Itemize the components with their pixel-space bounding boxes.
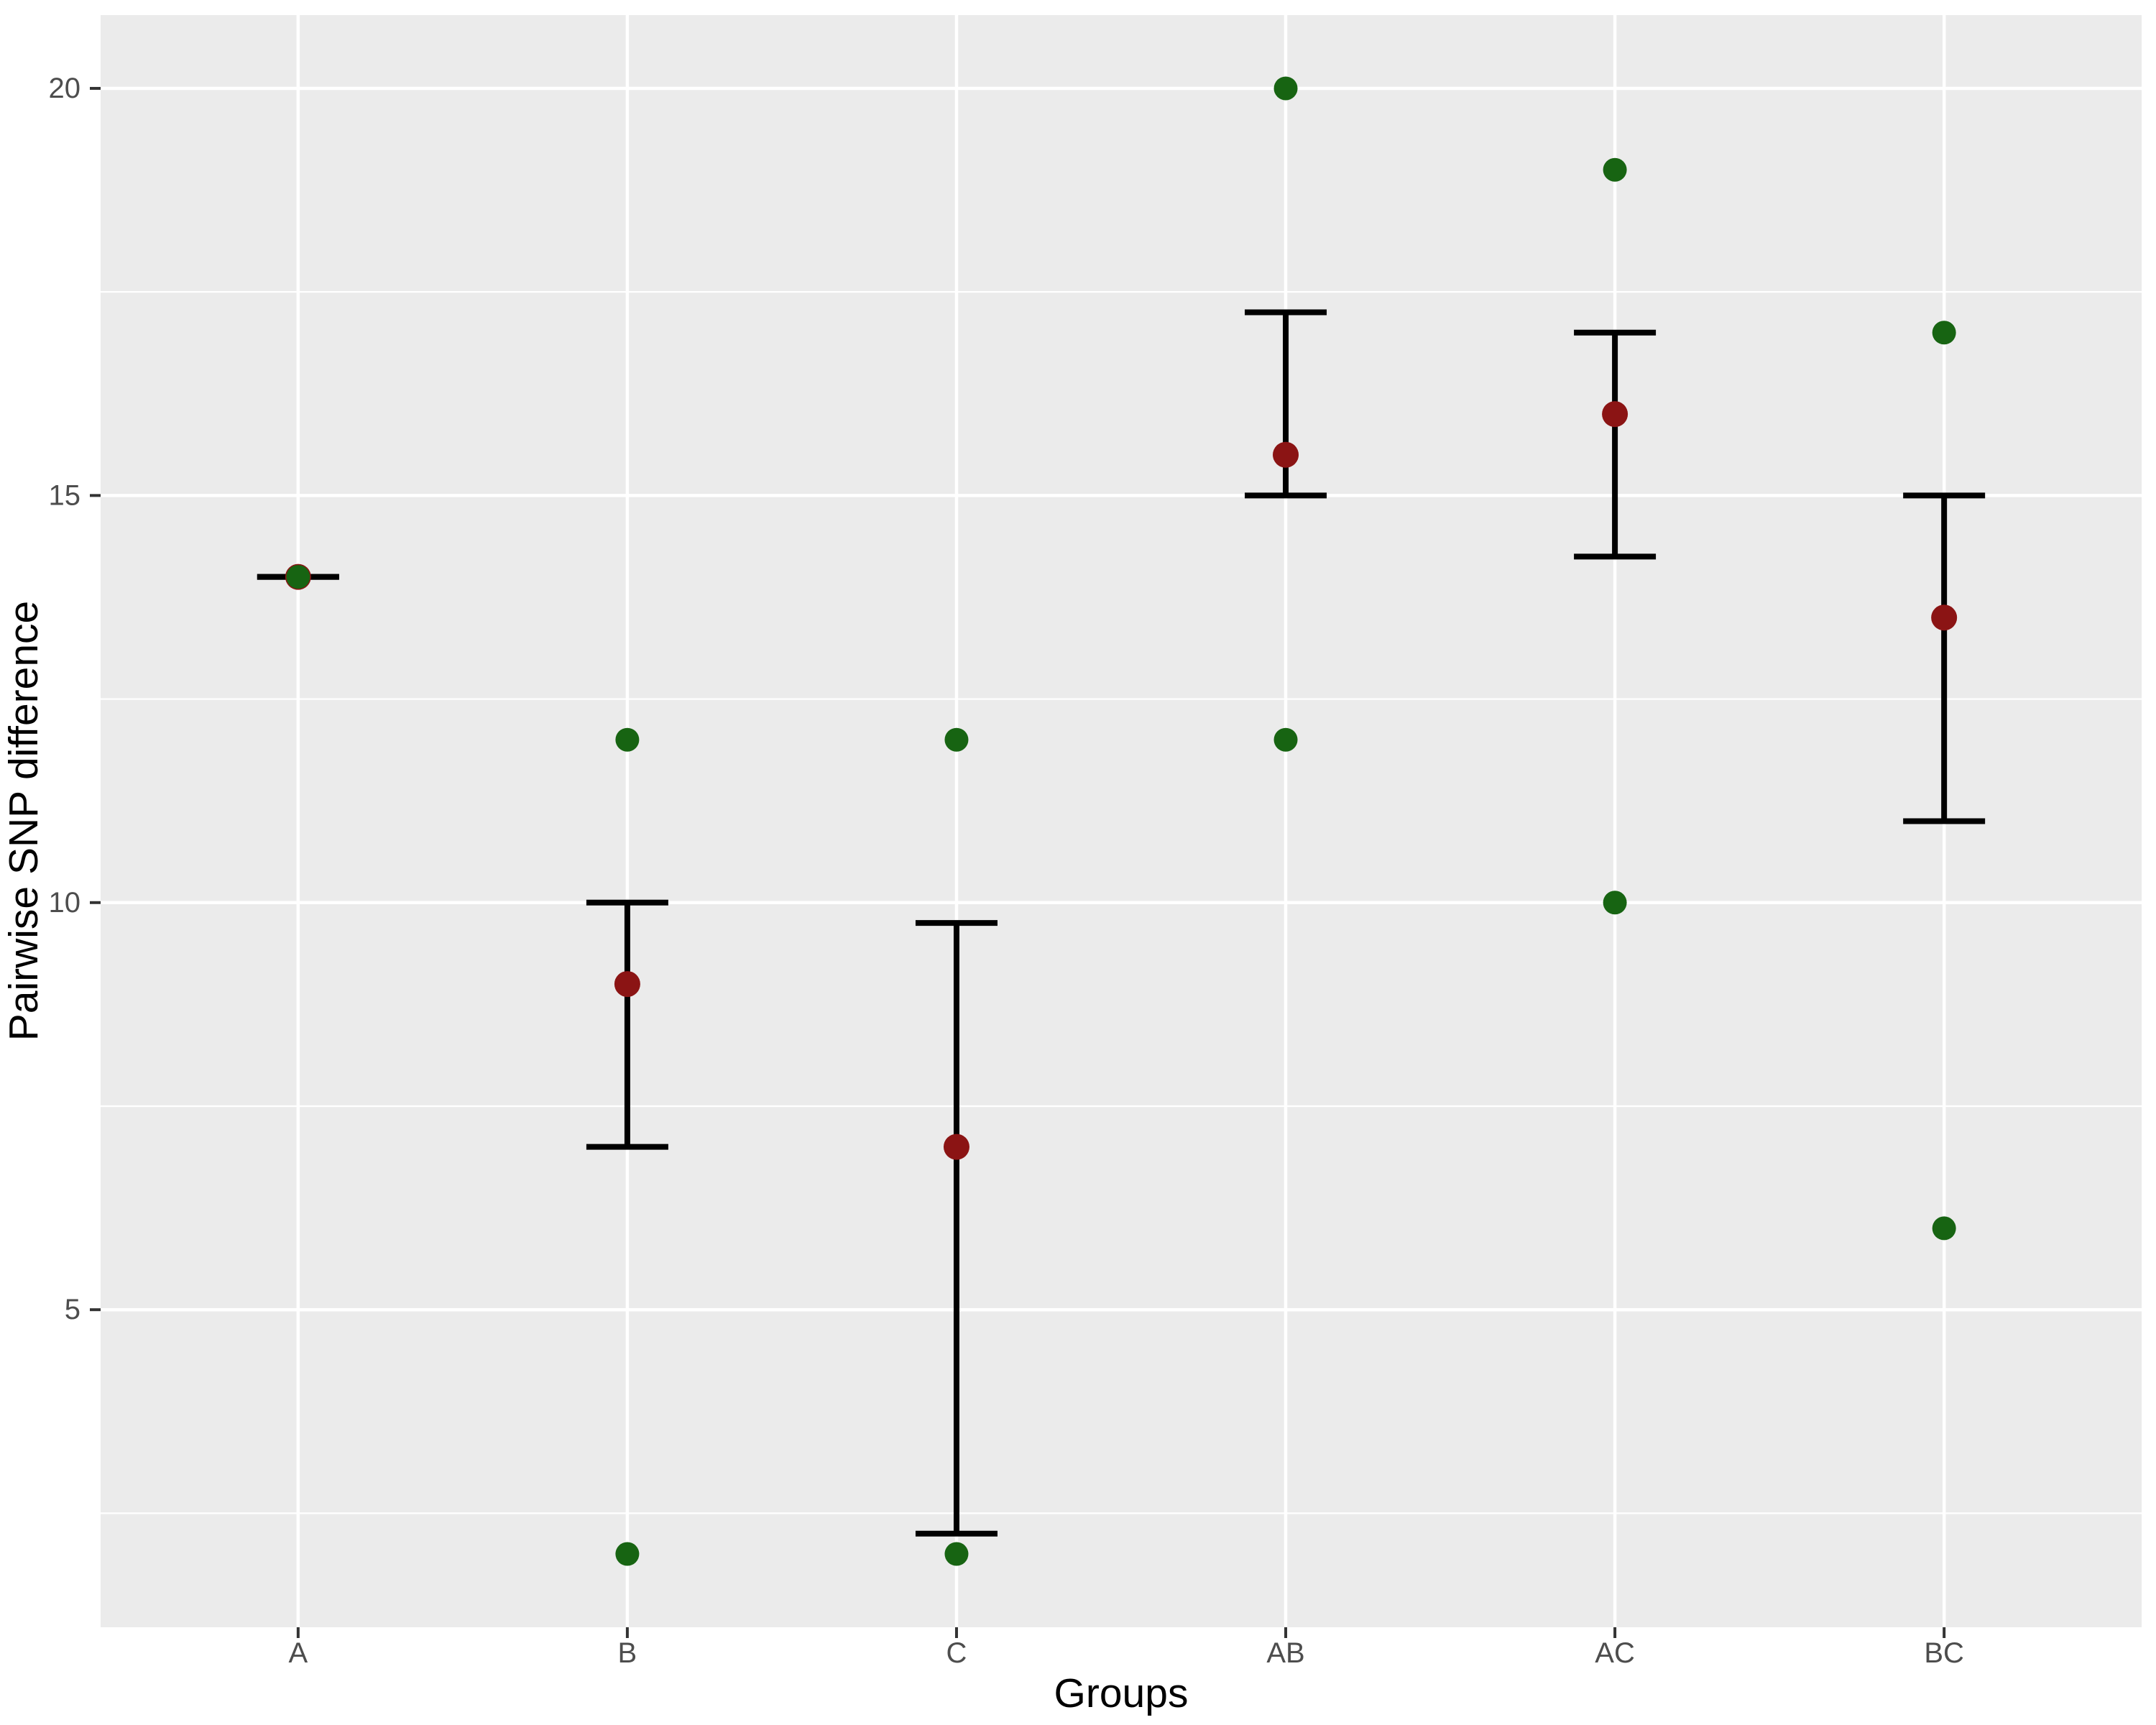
y-tick-label: 20 — [49, 73, 81, 104]
gridlines-minor — [101, 291, 2142, 1514]
data-point — [944, 727, 969, 752]
x-tick-label: A — [288, 1637, 308, 1669]
group-bc — [1903, 321, 1986, 1241]
axis-tick-marks — [90, 86, 1946, 1638]
mean-point — [1602, 401, 1628, 428]
data-point — [1932, 321, 1956, 345]
mean-point — [943, 1133, 969, 1160]
mean-point — [1273, 441, 1299, 468]
data-point — [944, 1542, 969, 1566]
y-tick-label: 5 — [65, 1294, 80, 1325]
data-point — [1932, 1216, 1956, 1241]
group-ac — [1574, 157, 1657, 915]
x-tick-label: AB — [1266, 1637, 1304, 1669]
data-point — [615, 727, 640, 752]
gridlines-major — [101, 86, 2142, 1312]
group-c — [915, 727, 998, 1566]
y-axis-title: Pairwise SNP difference — [1, 601, 47, 1041]
plot-panel-background — [101, 15, 2142, 1627]
y-tick-label: 10 — [49, 887, 81, 919]
x-tick-label: BC — [1924, 1637, 1964, 1669]
group-ab — [1245, 76, 1327, 752]
data-point — [1603, 157, 1627, 182]
data-point — [286, 565, 310, 589]
x-axis-title: Groups — [1054, 1670, 1189, 1716]
group-a — [257, 564, 339, 590]
x-tick-label: C — [946, 1637, 967, 1669]
mean-point — [1931, 604, 1958, 631]
data-point — [615, 1542, 640, 1566]
data-point — [1603, 891, 1627, 915]
mean-point — [614, 971, 640, 998]
y-tick-label: 15 — [49, 479, 81, 511]
x-tick-label: B — [618, 1637, 637, 1669]
x-tick-label: AC — [1595, 1637, 1635, 1669]
group-b — [586, 727, 668, 1566]
data-point — [1273, 727, 1298, 752]
series-layer — [257, 76, 1986, 1566]
data-point — [1273, 76, 1298, 101]
